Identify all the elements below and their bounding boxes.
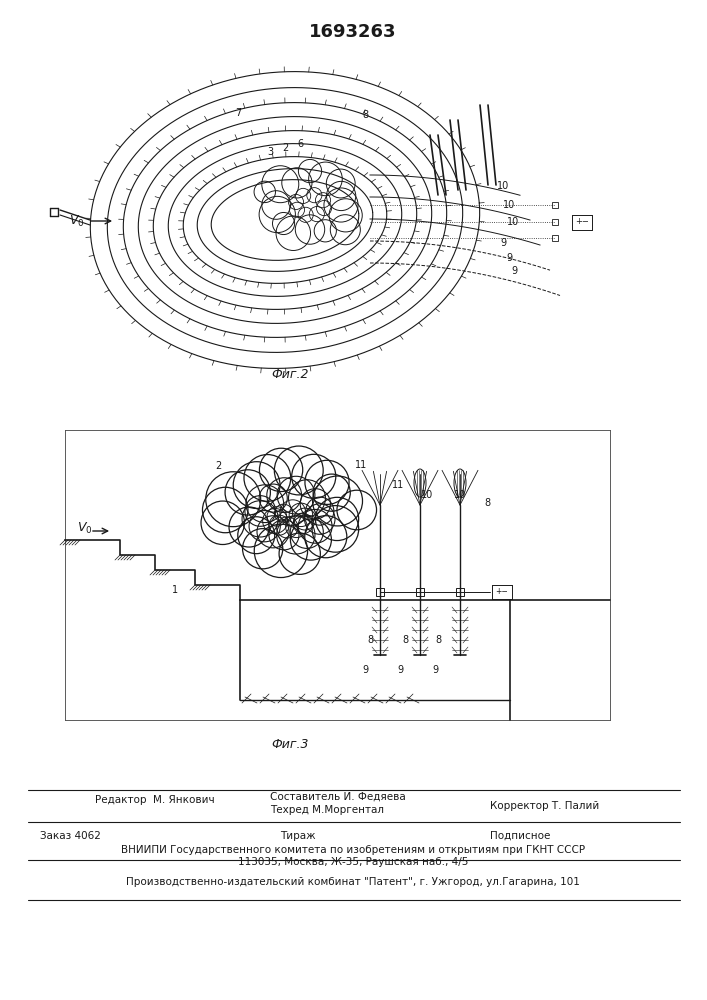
Text: 8: 8	[435, 635, 441, 645]
Text: 9: 9	[432, 665, 438, 675]
Text: Заказ 4062: Заказ 4062	[40, 831, 101, 841]
Text: 10: 10	[421, 490, 433, 500]
Text: 10: 10	[507, 217, 519, 227]
Text: 3: 3	[267, 147, 273, 157]
Text: $V_0$: $V_0$	[77, 520, 93, 536]
Text: 10: 10	[503, 200, 515, 210]
Text: ВНИИПИ Государственного комитета по изобретениям и открытиям при ГКНТ СССР: ВНИИПИ Государственного комитета по изоб…	[121, 845, 585, 855]
Bar	[376, 588, 384, 596]
Text: 9: 9	[397, 665, 403, 675]
Text: 6: 6	[297, 139, 303, 149]
Text: 9: 9	[362, 665, 368, 675]
Bar	[552, 202, 558, 208]
Text: 10: 10	[454, 490, 466, 500]
Bar	[552, 219, 558, 225]
Text: 113035, Москва, Ж-35, Раушская наб., 4/5: 113035, Москва, Ж-35, Раушская наб., 4/5	[238, 857, 468, 867]
Bar	[456, 588, 464, 596]
Text: Фиг.3: Фиг.3	[271, 738, 309, 752]
Bar	[416, 588, 424, 596]
Text: 9: 9	[500, 238, 506, 248]
Text: 2: 2	[282, 143, 288, 153]
Text: Фиг.2: Фиг.2	[271, 368, 309, 381]
Text: Составитель И. Федяева: Составитель И. Федяева	[270, 792, 406, 802]
Text: 8: 8	[367, 635, 373, 645]
Text: Техред М.Моргентал: Техред М.Моргентал	[270, 805, 384, 815]
Text: +−: +−	[575, 218, 589, 227]
Text: 1693263: 1693263	[309, 23, 397, 41]
Text: 8: 8	[484, 498, 490, 508]
Text: 11: 11	[355, 460, 367, 470]
Text: +−: +−	[496, 587, 508, 596]
Text: 11: 11	[392, 480, 404, 490]
Bar	[552, 235, 558, 241]
Text: 7: 7	[235, 108, 241, 118]
Text: Производственно-издательский комбинат "Патент", г. Ужгород, ул.Гагарина, 101: Производственно-издательский комбинат "П…	[126, 877, 580, 887]
Text: Подписное: Подписное	[490, 831, 550, 841]
Text: Корректор Т. Палий: Корректор Т. Палий	[490, 801, 600, 811]
Text: 8: 8	[362, 110, 368, 120]
Text: Тираж: Тираж	[280, 831, 315, 841]
Text: 8: 8	[402, 635, 408, 645]
Text: $V_0$: $V_0$	[69, 213, 85, 229]
Text: 9: 9	[506, 253, 512, 263]
Text: 1: 1	[172, 585, 178, 595]
Text: 9: 9	[511, 266, 517, 276]
Text: 2: 2	[215, 461, 221, 471]
Text: 10: 10	[497, 181, 509, 191]
Text: Редактор  М. Янкович: Редактор М. Янкович	[95, 795, 215, 805]
